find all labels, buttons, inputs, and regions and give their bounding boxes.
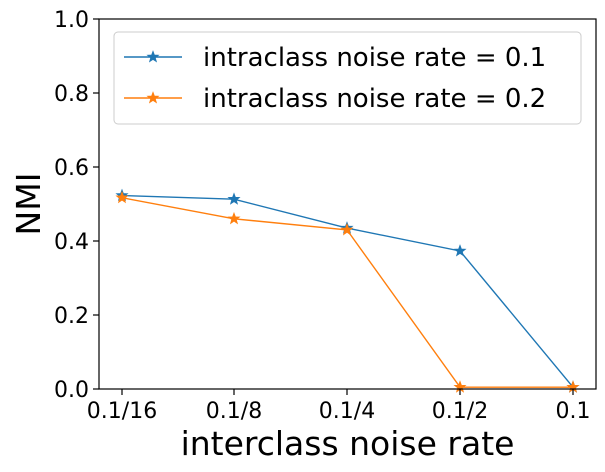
series-2-point-0.1/16 [115, 190, 129, 204]
y-tick-label: 0.0 [54, 378, 89, 403]
x-tick-label: 0.1/16 [87, 399, 157, 424]
x-axis-label: interclass noise rate [181, 424, 515, 463]
x-tick-label: 0.1/4 [319, 399, 375, 424]
series-2-point-0.1/8 [227, 211, 241, 225]
legend: intraclass noise rate = 0.1 intraclass no… [113, 31, 582, 125]
y-axis-label: NMI [9, 173, 48, 236]
legend-box [113, 31, 582, 125]
series-layer [115, 188, 580, 393]
y-tick-label: 0.6 [54, 156, 89, 181]
legend-entry-2: intraclass noise rate = 0.2 [124, 84, 546, 114]
legend-marker [146, 50, 160, 63]
series-2 [115, 190, 580, 393]
legend-marker [146, 91, 160, 104]
series-2-point-0.1/4 [340, 223, 354, 236]
y-tick-label: 1.0 [54, 8, 89, 33]
x-tick-label: 0.1/8 [206, 399, 262, 424]
legend-label: intraclass noise rate = 0.2 [203, 84, 546, 114]
axes-layer: 0.0 0.2 0.4 0.6 0.8 1.0 0.1/16 0.1/8 0.1/4 0.1/2 0… [54, 8, 597, 424]
y-tick-label: 0.2 [54, 304, 89, 329]
legend-entry-1: intraclass noise rate = 0.1 [124, 43, 546, 73]
series-1-point-0.1/2 [453, 244, 467, 257]
legend-label: intraclass noise rate = 0.1 [203, 43, 546, 73]
y-tick-label: 0.4 [54, 230, 89, 255]
x-tick-label: 0.1 [556, 399, 591, 424]
x-tick-label: 0.1/2 [432, 399, 488, 424]
series-1-point-0.1/8 [227, 192, 241, 205]
y-tick-label: 0.8 [54, 82, 89, 107]
